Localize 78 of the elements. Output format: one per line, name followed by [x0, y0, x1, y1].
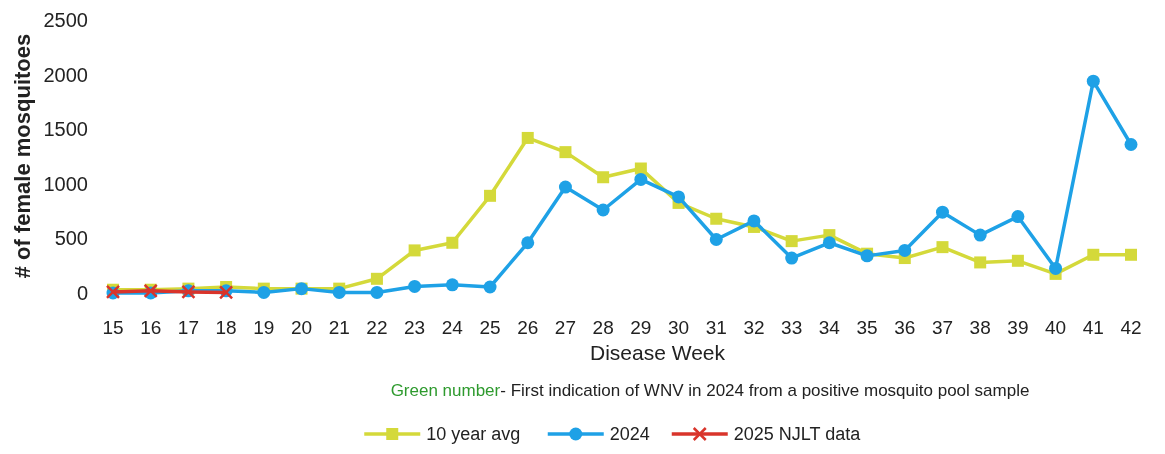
point — [785, 251, 799, 265]
x-tick-label: 29 — [630, 317, 652, 338]
x-tick-label: 23 — [404, 317, 426, 338]
x-tick-label: 19 — [253, 317, 275, 338]
x-tick-label: 34 — [818, 317, 841, 338]
y-tick-label: 500 — [54, 227, 88, 250]
point — [709, 232, 723, 246]
point — [446, 236, 459, 249]
x-tick-label: 16 — [140, 317, 162, 338]
point — [370, 272, 383, 285]
x-tick-label: 18 — [215, 317, 237, 338]
x-tick-label: 40 — [1045, 317, 1067, 338]
point — [521, 236, 535, 250]
y-tick-label: 2000 — [43, 63, 88, 86]
legend-label: 2025 NJLT data — [733, 424, 862, 445]
text: - First indication of WNV in 2024 from a positive mosquito pool sample — [500, 381, 1030, 400]
point — [257, 285, 271, 299]
x-tick-label: 35 — [856, 317, 878, 338]
x-tick-label: 28 — [592, 317, 614, 338]
y-tick-label: 1000 — [43, 172, 88, 195]
point — [1125, 248, 1137, 261]
point — [1011, 210, 1025, 224]
point — [1124, 137, 1138, 151]
x-axis-title: Disease Week — [589, 341, 726, 364]
point — [634, 172, 648, 186]
x-tick-label: 41 — [1082, 317, 1104, 338]
x-tick-label: 31 — [705, 317, 727, 338]
point — [822, 236, 836, 250]
point — [559, 146, 572, 159]
point — [672, 190, 686, 204]
x-tick-label: 22 — [366, 317, 388, 338]
y-tick-label: 0 — [76, 282, 88, 304]
point — [484, 189, 497, 202]
point — [1087, 248, 1100, 261]
x-tick-label: 42 — [1120, 317, 1142, 338]
point — [634, 162, 647, 175]
x-tick-label: 21 — [328, 317, 350, 338]
point — [973, 228, 987, 242]
x-tick-label: 26 — [517, 317, 539, 338]
x-tick-label: 17 — [177, 317, 199, 338]
x-tick-label: 33 — [781, 317, 803, 338]
point — [370, 285, 384, 299]
x-tick-label: 20 — [290, 317, 313, 338]
x-tick-label: 36 — [894, 317, 916, 338]
y-tick-label: 1500 — [43, 118, 88, 141]
point — [710, 212, 723, 225]
x-tick-label: 25 — [479, 317, 501, 338]
point — [936, 241, 949, 254]
point — [935, 205, 949, 219]
point — [558, 180, 572, 194]
point — [408, 244, 421, 257]
point — [1011, 254, 1024, 267]
y-tick-label: 2500 — [43, 9, 88, 31]
point — [596, 203, 610, 217]
y-axis-title: # of female mosquitoes — [10, 33, 35, 279]
text: Green number — [390, 381, 501, 400]
point — [408, 279, 422, 293]
x-tick-label: 27 — [554, 317, 577, 338]
point — [521, 131, 534, 144]
point — [898, 243, 912, 257]
point — [785, 235, 798, 248]
point — [332, 285, 346, 299]
legend-label: 10 year avg — [426, 424, 521, 445]
legend-label: 2024 — [609, 424, 650, 445]
x-tick-label: 24 — [441, 317, 464, 338]
x-tick-label: 15 — [102, 317, 124, 338]
x-tick-label: 32 — [743, 317, 765, 338]
x-tick-label: 39 — [1007, 317, 1029, 338]
point — [1086, 74, 1100, 88]
point — [1049, 261, 1063, 275]
point — [597, 171, 610, 184]
point — [483, 280, 497, 294]
point — [747, 214, 761, 228]
x-tick-label: 30 — [667, 317, 690, 338]
point — [445, 278, 459, 292]
x-tick-label: 38 — [969, 317, 991, 338]
x-tick-label: 37 — [931, 317, 954, 338]
point — [974, 256, 987, 269]
